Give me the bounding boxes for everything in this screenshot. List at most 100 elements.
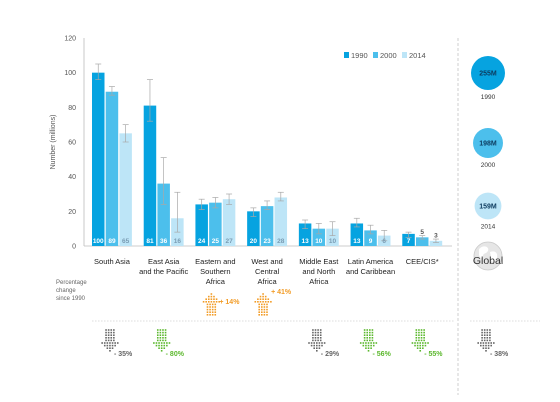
arrow-dot — [262, 298, 264, 300]
arrow-dot — [158, 344, 160, 347]
arrow-dot — [310, 344, 313, 347]
arrow-dot — [103, 342, 106, 344]
bar — [274, 197, 288, 246]
arrow-dot — [419, 342, 422, 344]
arrow-dot — [260, 306, 263, 308]
change-label: - 55% — [424, 351, 443, 358]
y-tick-label: 120 — [64, 36, 76, 43]
arrow-dot — [163, 342, 166, 344]
arrow-dot — [310, 342, 313, 344]
region-label: and North — [302, 267, 335, 276]
arrow-dot — [316, 342, 318, 344]
arrow-dot — [266, 311, 268, 313]
arrow-dot — [308, 342, 310, 344]
bar — [247, 211, 260, 246]
arrow-dot — [363, 329, 366, 331]
arrow-dot — [107, 337, 110, 339]
arrow-dot — [319, 331, 322, 334]
arrow-dot — [367, 342, 370, 344]
arrow-dot — [264, 295, 267, 298]
arrow-dot — [317, 339, 319, 342]
bar — [350, 223, 364, 246]
arrow-dot — [481, 334, 483, 336]
arrow-dot — [375, 342, 378, 344]
arrow-dot — [163, 344, 166, 347]
arrow-dot — [480, 344, 482, 347]
arrow-dot — [486, 337, 489, 339]
arrow-dot — [263, 303, 266, 306]
change-indicator: - 29% — [308, 329, 340, 358]
arrow-dot — [420, 339, 423, 342]
arrow-dot — [481, 331, 483, 334]
arrow-dot — [422, 342, 424, 344]
arrow-dot — [211, 303, 214, 306]
global-bubble-year: 2000 — [481, 162, 496, 169]
arrow-dot — [218, 301, 220, 303]
bar-value-label: 23 — [263, 238, 271, 245]
region-label: Southern — [200, 267, 230, 276]
arrow-dot — [107, 331, 110, 334]
arrow-dot — [264, 298, 267, 300]
arrow-dot — [107, 329, 110, 331]
arrow-dot — [214, 306, 217, 308]
bar-value-label: 13 — [301, 238, 309, 245]
arrow-dot — [365, 347, 367, 349]
arrow-dot — [486, 334, 489, 336]
y-tick-label: 20 — [68, 209, 76, 216]
bar — [209, 202, 222, 246]
arrow-dot — [423, 339, 425, 342]
bar-value-label: 65 — [122, 238, 130, 245]
arrow-dot — [424, 344, 427, 347]
bar-value-label: 36 — [160, 238, 168, 245]
arrow-dot — [116, 342, 119, 344]
arrow-dot — [422, 347, 424, 349]
arrow-dot — [483, 334, 486, 336]
global-bubble-value: 198M — [479, 141, 497, 148]
arrow-dot — [487, 344, 490, 347]
arrow-dot — [313, 344, 316, 347]
arrow-dot — [105, 337, 107, 339]
region-label: and the Pacific — [139, 267, 188, 276]
arrow-dot — [107, 334, 110, 336]
arrow-dot — [314, 337, 317, 339]
bar-value-label: 16 — [174, 238, 182, 245]
region-group: 13 10 10 — [298, 219, 339, 246]
arrow-dot — [158, 342, 160, 344]
arrow-dot — [418, 339, 420, 342]
arrow-dot — [424, 342, 427, 344]
arrow-dot — [363, 331, 366, 334]
arrow-dot — [156, 334, 159, 336]
bar-value-label: 6 — [382, 238, 386, 245]
arrow-dot — [105, 331, 107, 334]
arrow-dot — [312, 337, 314, 339]
arrow-dot — [371, 339, 374, 342]
arrow-dot — [106, 344, 109, 347]
y-tick-label: 0 — [72, 244, 76, 251]
arrow-dot — [206, 308, 209, 311]
arrow-dot — [420, 334, 423, 336]
arrow-dot — [210, 301, 213, 303]
bar — [415, 237, 429, 246]
global-label: Global — [473, 255, 503, 267]
arrow-dot — [159, 331, 162, 334]
globe-icon — [473, 241, 503, 271]
global-bubble-year: 1990 — [481, 94, 496, 101]
arrow-dot — [211, 306, 214, 308]
arrow-dot — [166, 342, 168, 344]
global-bubble — [474, 192, 502, 220]
legend: 1990 2000 2014 — [344, 51, 426, 60]
bar-value-label: 10 — [329, 238, 337, 245]
arrow-dot — [482, 344, 485, 347]
arrow-dot — [267, 301, 270, 303]
arrow-dot — [162, 339, 164, 342]
arrow-dot — [419, 350, 422, 352]
arrow-dot — [113, 339, 115, 342]
arrow-dot — [489, 339, 491, 342]
arrow-dot — [205, 298, 207, 300]
arrow-dot — [481, 337, 483, 339]
arrow-dot — [486, 331, 489, 334]
arrow-dot — [206, 311, 209, 313]
bar-value-label: 3 — [434, 232, 438, 239]
arrow-dot — [318, 344, 321, 347]
arrow-dot — [168, 342, 171, 344]
